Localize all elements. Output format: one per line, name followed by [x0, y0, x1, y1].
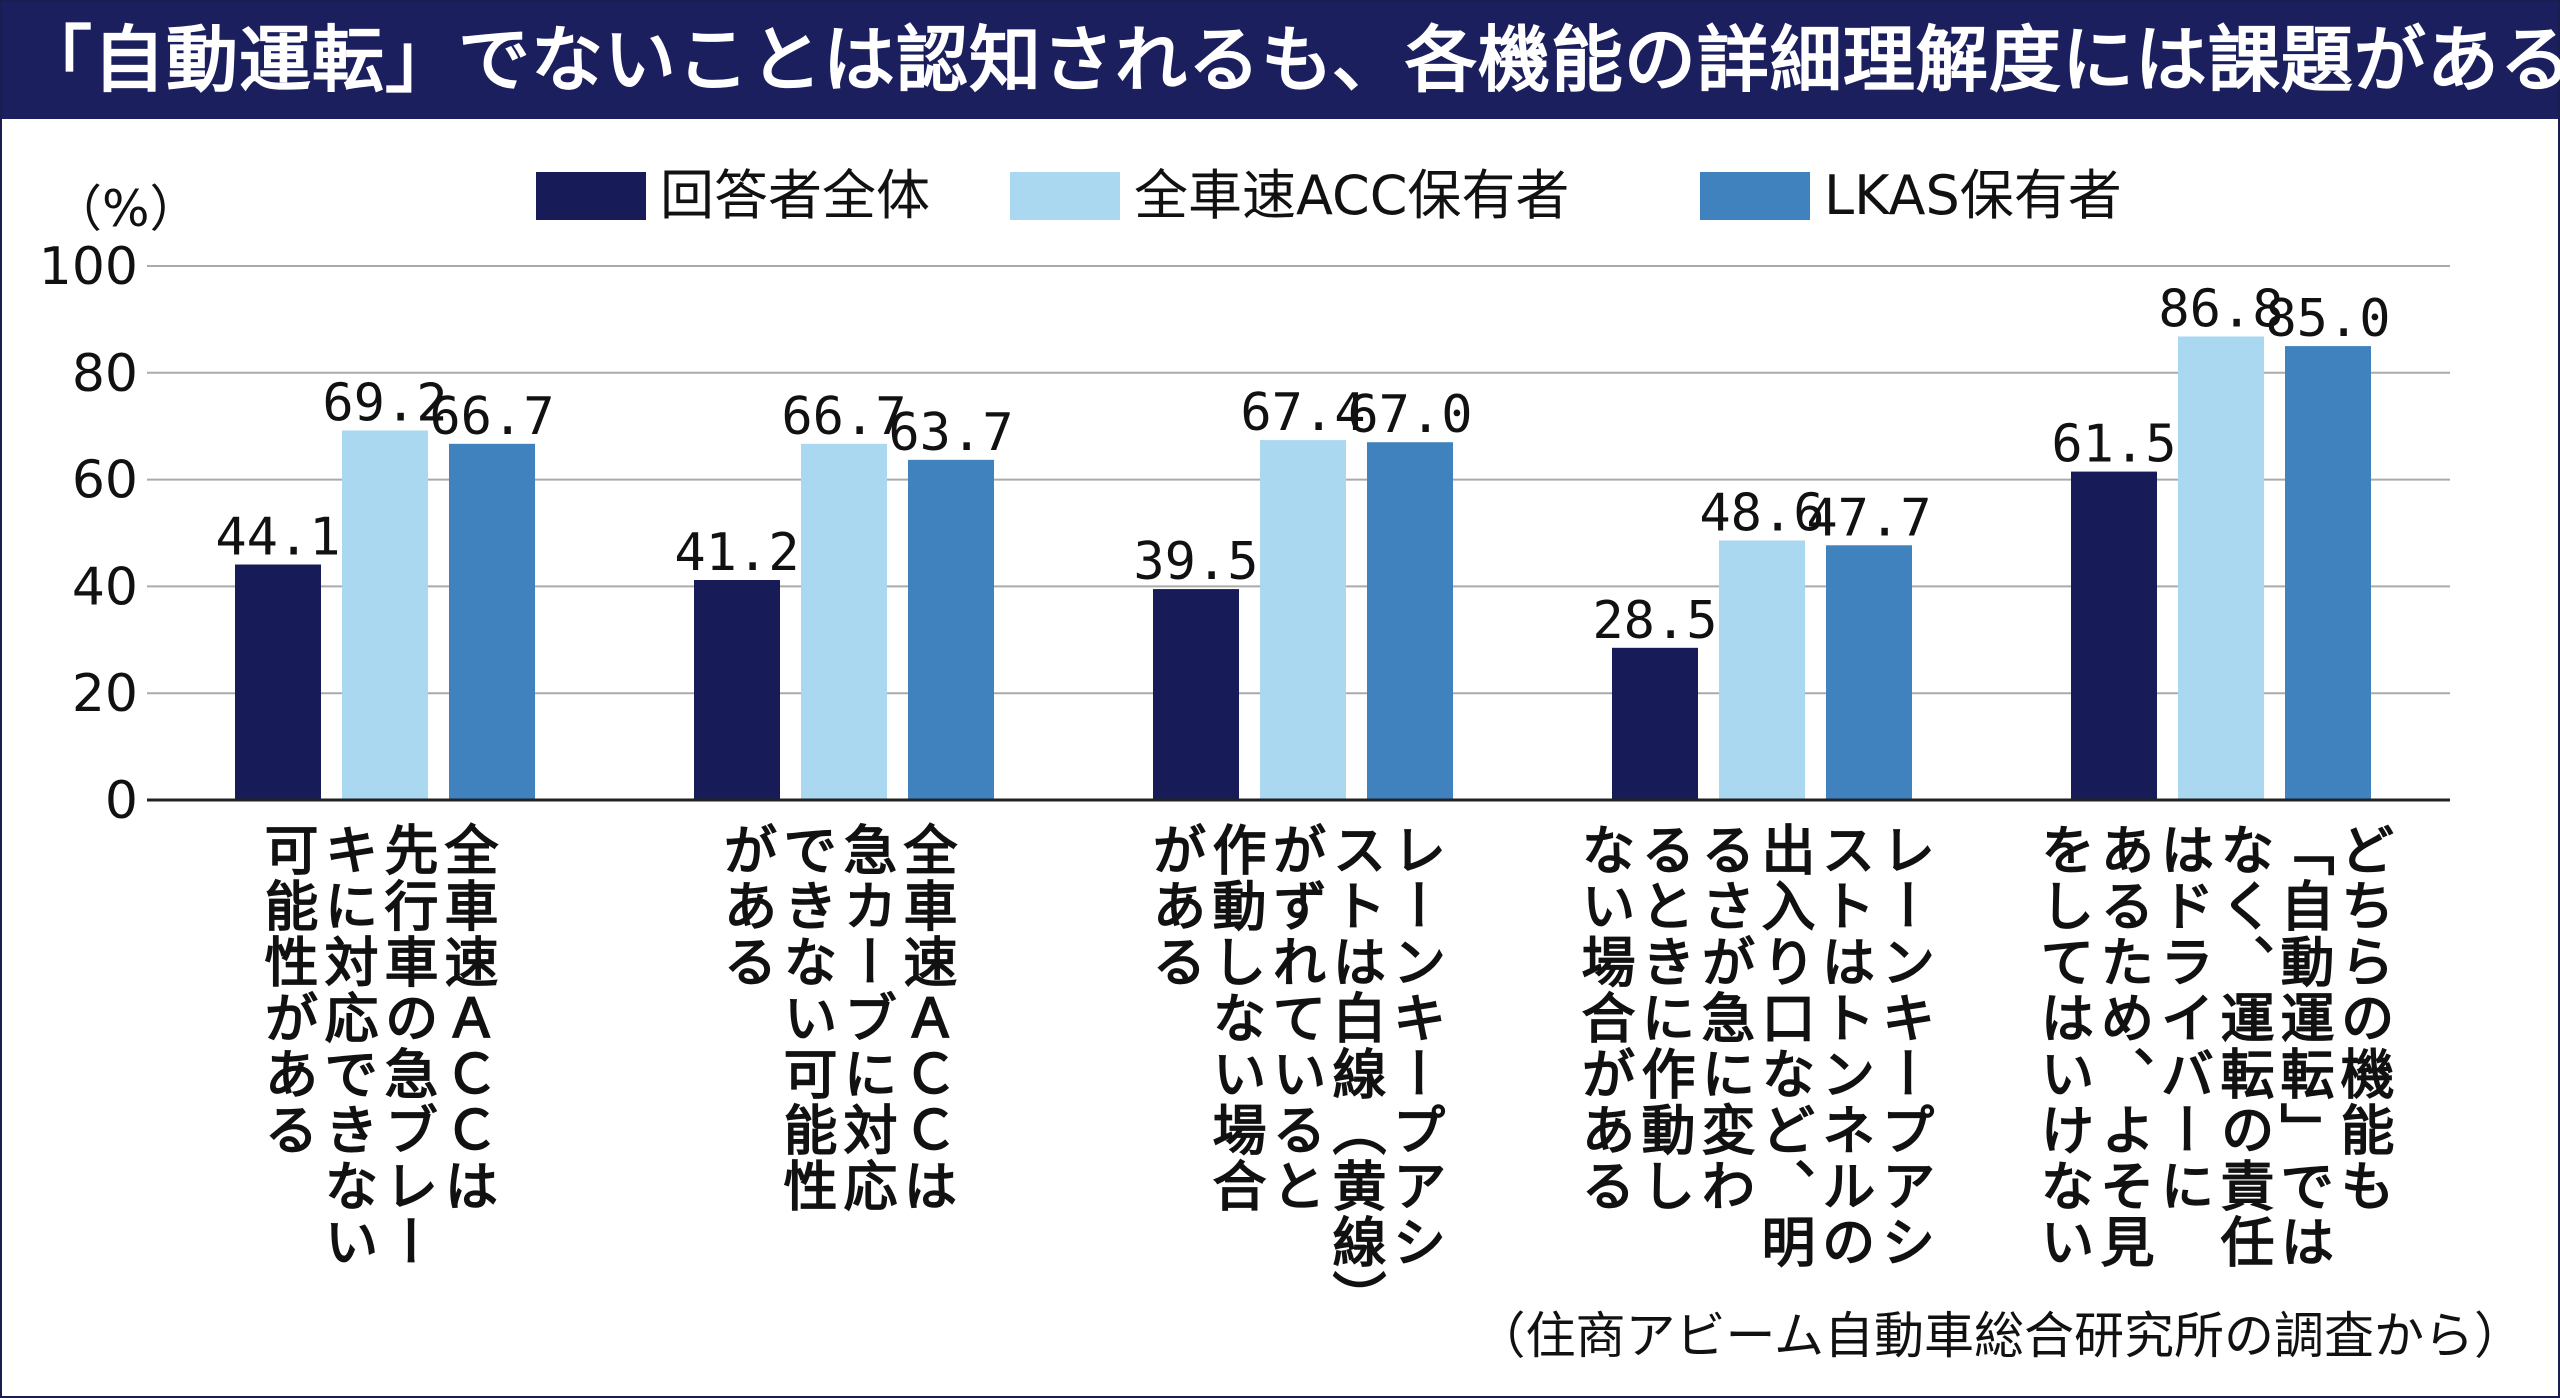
category-label: ない場合がある — [1572, 822, 1635, 1214]
bar — [908, 459, 994, 800]
data-label: 48.6 — [1699, 483, 1824, 543]
category-label: るさが急に変わ — [1692, 822, 1755, 1214]
y-tick-label: 40 — [72, 557, 138, 617]
data-label: 61.5 — [2051, 415, 2176, 475]
bar — [2071, 471, 2157, 800]
category-label: るときに作動し — [1632, 822, 1695, 1214]
y-tick-label: 60 — [72, 451, 138, 511]
legend-label: 全車速ACC保有者 — [1134, 164, 1569, 227]
bar — [694, 579, 780, 800]
chart-title: 「自動運転」でないことは認知されるも、各機能の詳細理解度には課題がある — [20, 18, 2560, 102]
bar — [801, 443, 887, 800]
data-label: 47.7 — [1806, 488, 1931, 548]
category-label: 全車速ＡＣＣは — [435, 822, 499, 1214]
data-label: 66.7 — [781, 387, 906, 447]
category-label: 全車速ＡＣＣは — [894, 822, 958, 1214]
category-label: 急カーブに対応 — [834, 822, 897, 1214]
bar — [1367, 442, 1453, 800]
category-label: はドライバーに — [2151, 822, 2214, 1214]
category-label: できない可能性 — [774, 822, 837, 1214]
legend-swatch — [536, 172, 646, 220]
category-label: どちらの機能も — [2331, 822, 2394, 1214]
bar — [1826, 545, 1912, 800]
category-label: レーンキープアシ — [1383, 822, 1446, 1270]
category-label: がずれていると — [1263, 822, 1326, 1214]
bar — [2178, 336, 2264, 800]
category-label: 出入り口など、明 — [1752, 822, 1815, 1270]
category-label: 作動しない場合 — [1203, 822, 1266, 1214]
data-label: 67.4 — [1240, 383, 1365, 443]
y-tick-label: 80 — [72, 344, 138, 404]
data-label: 63.7 — [888, 403, 1013, 463]
category-label: ストはトンネルの — [1812, 822, 1875, 1270]
y-unit-label: （%） — [52, 180, 200, 238]
data-label: 28.5 — [1592, 591, 1717, 651]
title-bar: 「自動運転」でないことは認知されるも、各機能の詳細理解度には課題がある — [2, 2, 2560, 119]
y-tick-label: 20 — [72, 664, 138, 724]
category-label: なく、運転の責任 — [2211, 822, 2274, 1270]
category-label: がある — [714, 822, 777, 990]
data-label: 69.2 — [322, 373, 447, 433]
y-tick-label: 100 — [39, 237, 138, 297]
category-label: レーンキープアシ — [1872, 822, 1935, 1270]
data-label: 86.8 — [2158, 279, 2283, 339]
bar — [235, 564, 321, 800]
bar — [1612, 647, 1698, 800]
category-label: あるため、よそ見 — [2091, 822, 2154, 1270]
category-label: をしてはいけない — [2031, 822, 2094, 1270]
legend-swatch — [1010, 172, 1120, 220]
data-label: 66.7 — [429, 387, 554, 447]
category-label: 「自動運転」では — [2271, 822, 2334, 1270]
bar — [449, 443, 535, 800]
category-label: 可能性がある — [255, 822, 318, 1158]
category-label: 先行車の急ブレー — [375, 822, 438, 1270]
data-label: 39.5 — [1133, 532, 1258, 592]
category-label: ストは白線（黄線） — [1323, 822, 1386, 1326]
source-credit: （住商アビーム自動車総合研究所の調査から） — [1475, 1307, 2525, 1365]
legend-swatch — [1700, 172, 1810, 220]
bar — [1260, 440, 1346, 800]
bar — [2285, 346, 2371, 800]
bar — [1153, 589, 1239, 800]
data-label: 67.0 — [1347, 385, 1472, 445]
data-label: 85.0 — [2265, 289, 2390, 349]
data-label: 44.1 — [215, 508, 340, 568]
legend-label: 回答者全体 — [660, 164, 930, 227]
bar — [342, 430, 428, 800]
legend-label: LKAS保有者 — [1824, 164, 2122, 227]
data-label: 41.2 — [674, 523, 799, 583]
category-label: がある — [1143, 822, 1206, 990]
bar — [1719, 540, 1805, 800]
y-tick-label: 0 — [105, 771, 138, 831]
category-label: キに対応できない — [315, 822, 378, 1270]
